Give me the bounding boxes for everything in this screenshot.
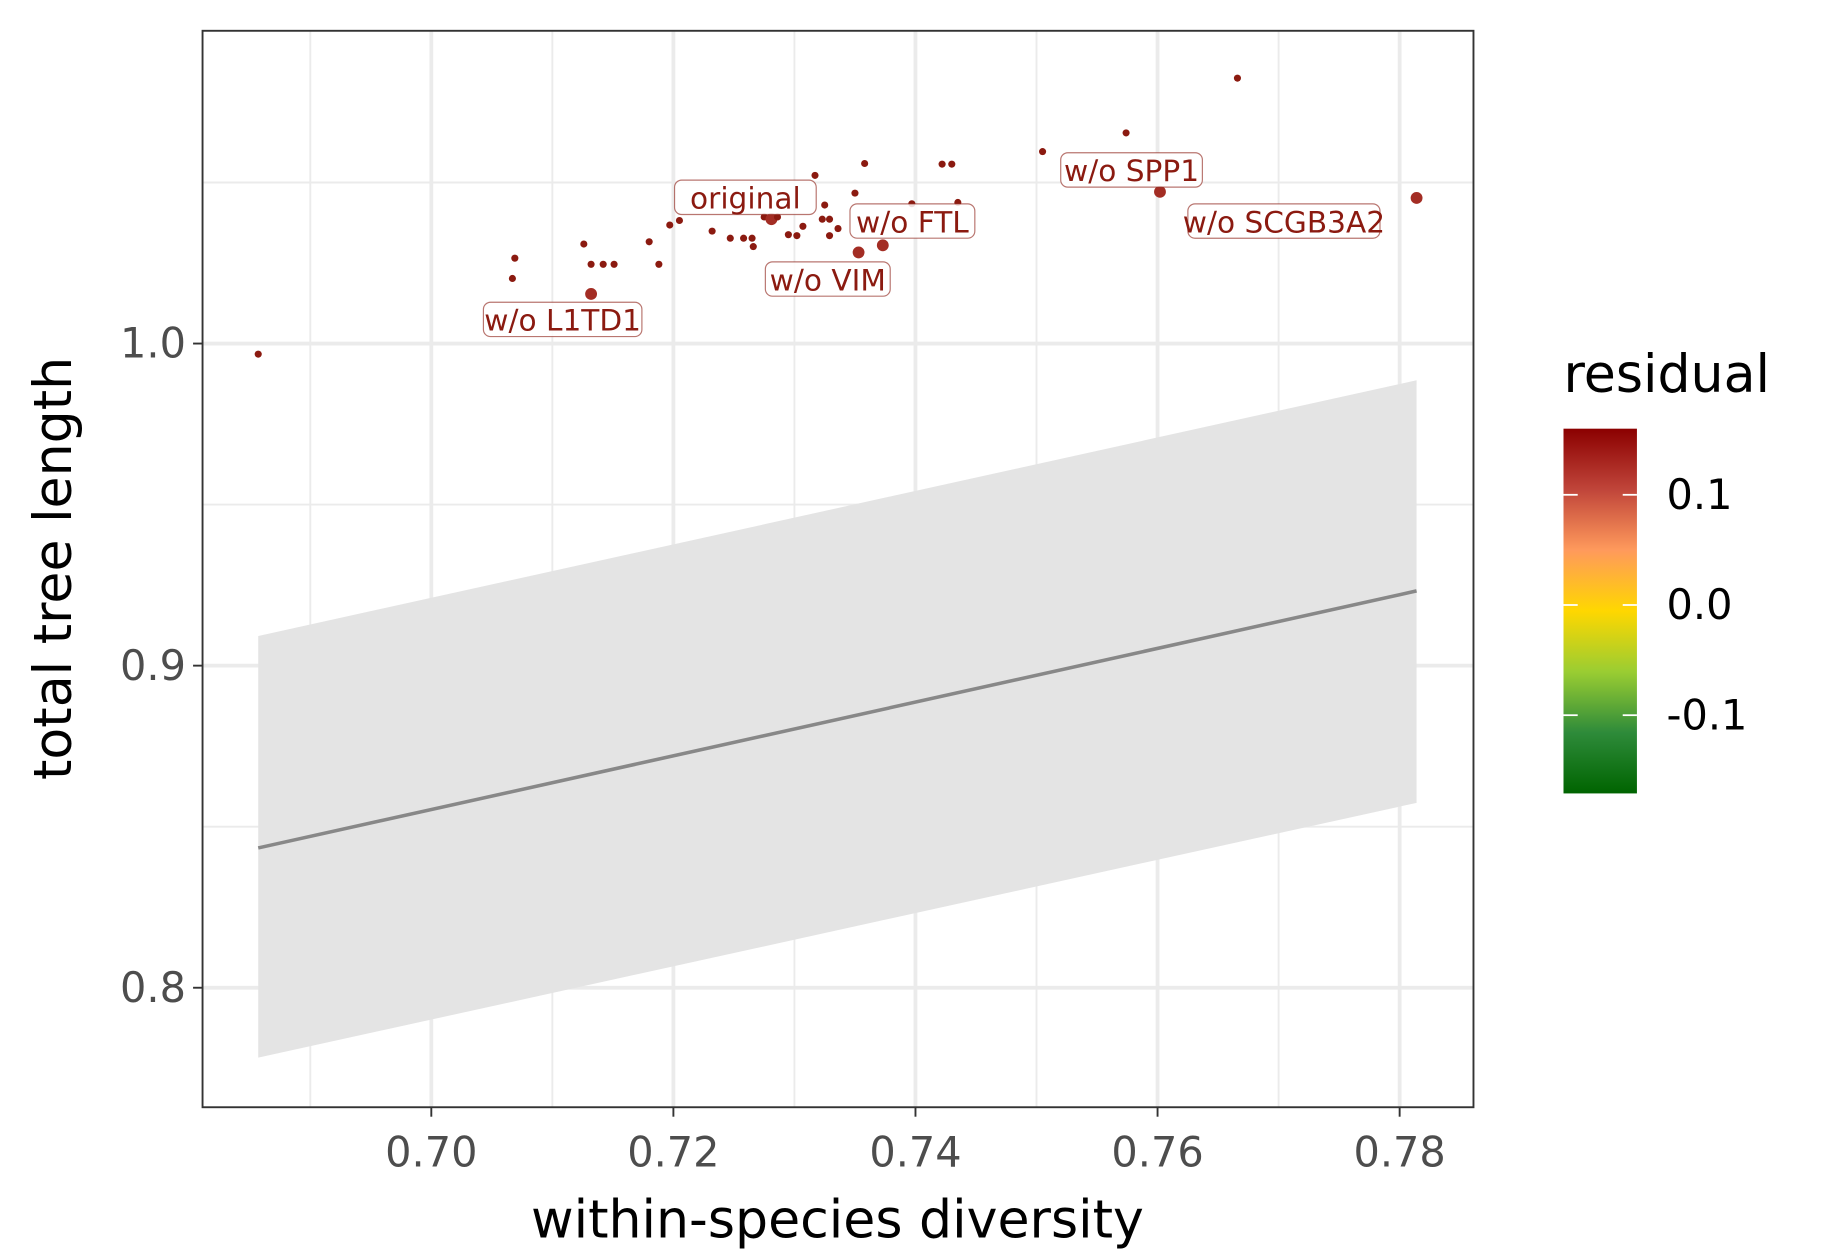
data-point xyxy=(666,221,674,229)
x-tick-label: 0.78 xyxy=(1354,1128,1446,1176)
data-point xyxy=(784,231,792,239)
data-point xyxy=(861,159,869,168)
point-labels: original w/o FTL w/o VIM w/o L1TD1 w/o SPP1 w… xyxy=(482,152,1385,338)
colorbar-tick-label: -0.1 xyxy=(1667,691,1748,739)
point-label-box xyxy=(849,203,976,239)
data-point xyxy=(655,260,663,268)
point-label-box xyxy=(1060,152,1203,188)
data-point xyxy=(749,243,757,251)
panel-border xyxy=(201,29,1475,1109)
data-point xyxy=(1233,74,1241,82)
x-tick-label: 0.72 xyxy=(627,1128,719,1176)
data-point xyxy=(1410,192,1423,204)
data-point xyxy=(675,216,683,225)
fit-line xyxy=(257,589,1417,850)
data-point xyxy=(834,225,842,233)
data-point xyxy=(508,274,516,283)
point-label: w/o L1TD1 xyxy=(484,304,641,338)
data-point xyxy=(726,234,734,242)
colorbar-tick-label: 0.0 xyxy=(1667,581,1733,629)
data-point xyxy=(825,232,834,240)
point-label-box xyxy=(764,261,891,297)
point-label-box xyxy=(1187,203,1381,239)
x-tick-label: 0.74 xyxy=(869,1128,961,1176)
colorbar-tick-label: 0.1 xyxy=(1667,471,1733,519)
points xyxy=(254,74,1423,358)
x-tick-label: 0.70 xyxy=(385,1128,477,1176)
y-axis-label: total tree length xyxy=(24,357,84,780)
data-point xyxy=(645,238,653,246)
y-tick-label: 0.9 xyxy=(120,642,186,690)
data-point xyxy=(851,189,859,197)
y-tick-label: 0.8 xyxy=(120,964,186,1012)
point-label-box xyxy=(482,301,643,338)
data-point xyxy=(587,260,595,268)
data-point xyxy=(852,246,865,259)
point-label: original xyxy=(690,182,801,216)
data-point xyxy=(818,215,826,223)
legend: residual 0.1 0.0 -0.1 xyxy=(1563,345,1770,794)
data-point xyxy=(793,232,801,240)
data-point xyxy=(773,213,782,221)
x-axis-label: within-species diversity xyxy=(531,1191,1144,1251)
data-point xyxy=(876,239,889,252)
data-point xyxy=(821,201,829,209)
point-label: w/o SCGB3A2 xyxy=(1183,205,1385,239)
colorbar xyxy=(1563,428,1637,794)
axes: 0.70 0.72 0.74 0.76 0.78 0.8 0.9 1.0 xyxy=(120,320,1446,1177)
data-point xyxy=(825,215,834,223)
data-point xyxy=(1039,148,1047,156)
data-point xyxy=(599,260,607,268)
y-tick-label: 1.0 xyxy=(120,320,186,368)
data-point xyxy=(948,160,956,168)
data-point xyxy=(1122,129,1130,137)
point-label: w/o SPP1 xyxy=(1064,154,1199,188)
point-label-box xyxy=(673,179,817,216)
data-point xyxy=(740,234,748,242)
data-point xyxy=(1154,185,1166,198)
data-point xyxy=(580,240,588,248)
data-point xyxy=(748,234,756,242)
data-point xyxy=(610,260,618,268)
x-tick-label: 0.76 xyxy=(1111,1128,1203,1176)
data-point xyxy=(708,227,716,235)
confidence-band xyxy=(257,380,1417,1058)
data-point xyxy=(254,350,262,358)
data-point xyxy=(938,160,946,168)
data-point xyxy=(799,222,807,230)
data-point xyxy=(585,288,598,300)
point-label: w/o FTL xyxy=(856,205,969,239)
legend-title: residual xyxy=(1563,345,1770,405)
data-point xyxy=(511,254,519,262)
point-label: w/o VIM xyxy=(770,263,886,297)
data-point xyxy=(811,171,819,179)
